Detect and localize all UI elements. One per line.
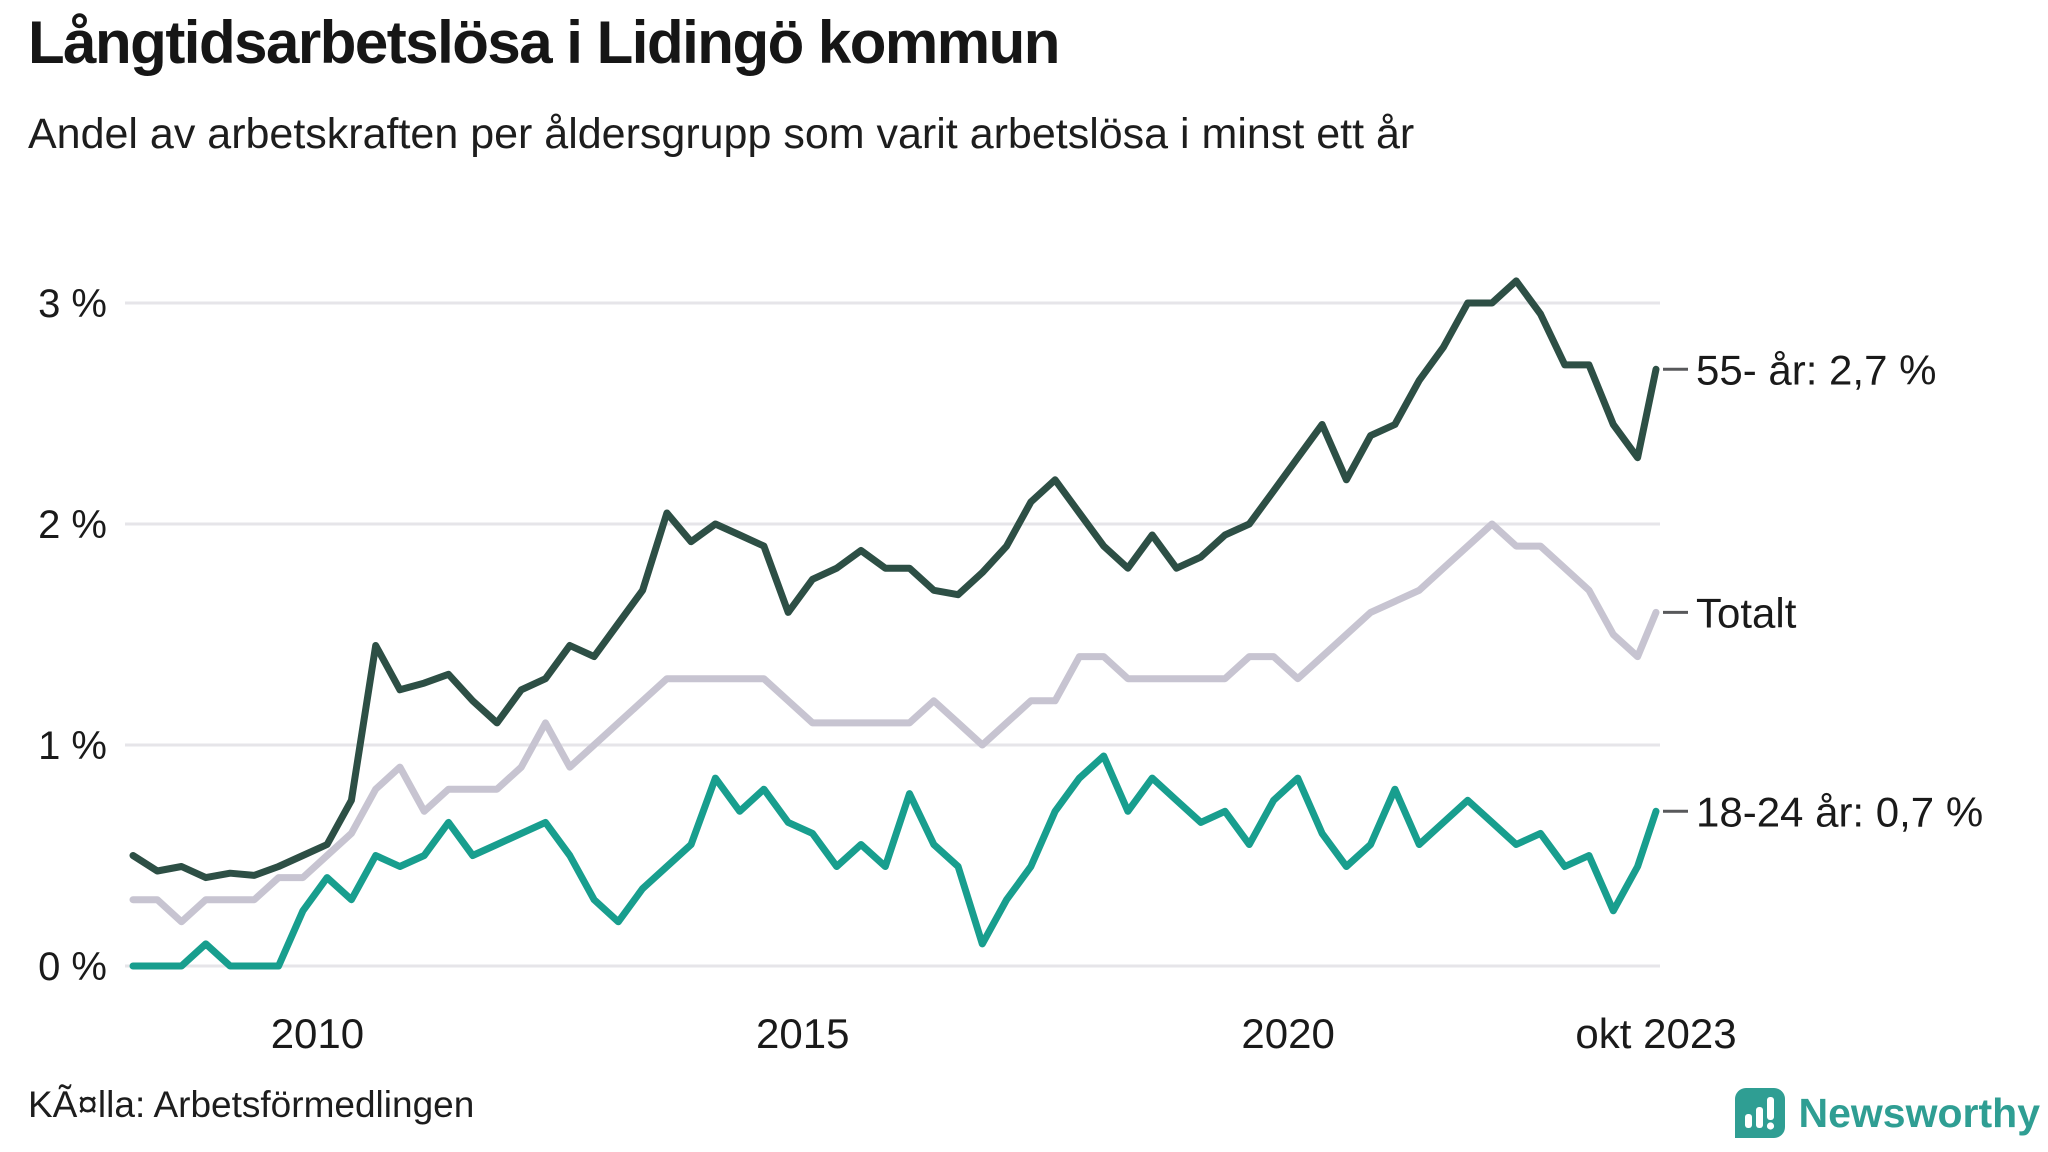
series-end-label-18-24-r: 18-24 år: 0,7 % [1696, 788, 1983, 835]
y-tick-label: 1 % [38, 724, 107, 768]
series-line-55-r [129, 277, 1660, 882]
series-line-18-24-r [129, 752, 1660, 970]
series-end-label-55-r: 55- år: 2,7 % [1696, 346, 1936, 393]
series-end-label-totalt: Totalt [1696, 589, 1797, 636]
source-caption: KÃ¤lla: Arbetsförmedlingen [28, 1084, 475, 1125]
x-tick-label: 2020 [1241, 1010, 1334, 1057]
newsworthy-logo-icon [1734, 1088, 1785, 1138]
page-title: Långtidsarbetslösa i Lidingö kommun [28, 9, 1060, 76]
y-tick-label: 0 % [38, 945, 107, 989]
x-tick-label: okt 2023 [1575, 1010, 1736, 1057]
newsworthy-logo-text: Newsworthy [1798, 1089, 2041, 1136]
y-tick-label: 2 % [38, 503, 107, 547]
x-tick-label: 2015 [756, 1010, 849, 1057]
series-line-totalt [129, 520, 1660, 926]
page-subtitle: Andel av arbetskraften per åldersgrupp s… [28, 110, 1415, 158]
x-tick-label: 2010 [271, 1010, 364, 1057]
y-tick-label: 3 % [38, 282, 107, 326]
newsworthy-logo: Newsworthy [1733, 1086, 2041, 1140]
